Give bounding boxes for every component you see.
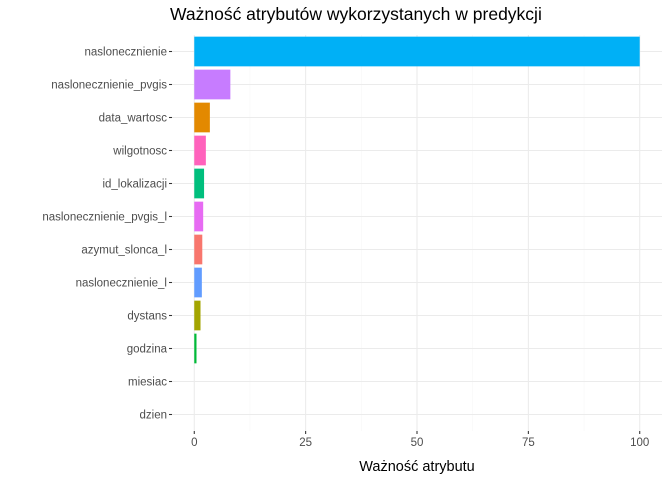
bar-dystans (194, 300, 201, 331)
y-tick-label: naslonecznienie_l (76, 278, 167, 290)
x-tick-label: 75 (522, 437, 535, 449)
bar-godzina (194, 333, 197, 364)
bar-naslonecznienie-pvgis (194, 69, 231, 100)
bar-wilgotnosc (194, 135, 206, 166)
x-tick-label: 25 (299, 437, 312, 449)
y-tick-label: wilgotnosc (112, 146, 167, 158)
y-tick-label: dzien (140, 410, 168, 422)
y-axis-tick-labels: naslonecznienie naslonecznienie_pvgisdata… (42, 47, 172, 422)
y-tick-label: dystans (127, 311, 167, 323)
y-tick-label: azymut_slonca_l (81, 245, 167, 257)
y-tick-label: godzina (127, 344, 168, 356)
x-tick-label: 0 (191, 437, 197, 449)
bar-naslonecznienie (194, 36, 640, 67)
x-axis-title: Ważność atrybutu (359, 459, 475, 475)
y-tick-label: data_wartosc (99, 113, 168, 125)
x-tick-label: 100 (630, 437, 649, 449)
x-axis-tick-labels: 0 25 50 75 100 (191, 431, 649, 449)
y-tick-label: naslonecznienie_pvgis (51, 80, 167, 92)
bar-data-wartosc (194, 102, 210, 133)
bars (194, 36, 640, 364)
bar-naslonecznienie-l (194, 267, 202, 298)
chart-title: Ważność atrybutów wykorzystanych w predy… (170, 4, 542, 24)
y-tick-label: naslonecznienie_pvgis_l (42, 212, 167, 224)
x-tick-label: 50 (411, 437, 424, 449)
y-tick-label: miesiac (128, 377, 167, 389)
y-tick-label: naslonecznienie (85, 47, 167, 59)
bar-id-lokalizacji (194, 168, 205, 199)
bar-naslonecznienie-pvgis-l (194, 201, 204, 232)
bar-azymut-slonca-l (194, 234, 203, 265)
y-tick-label: id_lokalizacji (102, 179, 167, 191)
